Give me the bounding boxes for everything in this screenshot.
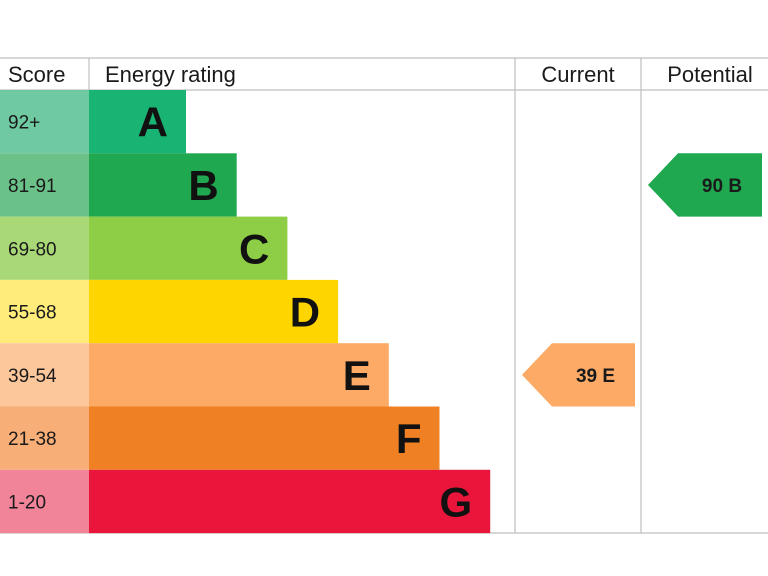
rating-bar-b — [89, 153, 237, 217]
rating-letter-e: E — [343, 352, 371, 399]
rating-bands: 92+ A 81-91 B 69-80 C 55-68 D 39-54 E 21-38 F 1-20 G — [0, 90, 491, 534]
current-header: Current — [541, 62, 614, 87]
score-cell-a — [0, 90, 89, 154]
rating-letter-a: A — [138, 99, 168, 146]
rating-bar-g — [89, 469, 491, 534]
score-range-c: 69-80 — [8, 239, 57, 260]
score-cell-d — [0, 279, 89, 344]
energy-rating-header: Energy rating — [105, 62, 236, 87]
potential-header: Potential — [667, 62, 753, 87]
score-cell-f — [0, 406, 89, 470]
rating-bar-a — [89, 90, 186, 154]
rating-indicators: 39 E 90 B — [522, 153, 762, 407]
rating-letter-c: C — [239, 225, 269, 272]
score-cell-e — [0, 343, 89, 407]
current-rating-label: 39 E — [576, 366, 615, 387]
rating-letter-b: B — [188, 162, 218, 209]
rating-bar-d — [89, 279, 339, 344]
rating-letter-g: G — [440, 478, 473, 525]
score-cell-c — [0, 216, 89, 280]
rating-bar-f — [89, 406, 440, 470]
score-cell-g — [0, 469, 89, 534]
rating-bar-c — [89, 216, 288, 280]
rating-letter-d: D — [290, 289, 320, 336]
score-header: Score — [8, 62, 65, 87]
score-cell-b — [0, 153, 89, 217]
potential-rating-label: 90 B — [702, 176, 742, 197]
score-range-e: 39-54 — [8, 366, 57, 387]
score-range-b: 81-91 — [8, 176, 57, 197]
score-range-f: 21-38 — [8, 429, 57, 450]
score-range-g: 1-20 — [8, 492, 46, 513]
rating-bar-e — [89, 343, 389, 407]
score-range-d: 55-68 — [8, 303, 57, 324]
current-arrow — [522, 343, 635, 407]
potential-arrow — [648, 153, 762, 217]
rating-letter-f: F — [396, 415, 422, 462]
score-range-a: 92+ — [8, 113, 40, 134]
